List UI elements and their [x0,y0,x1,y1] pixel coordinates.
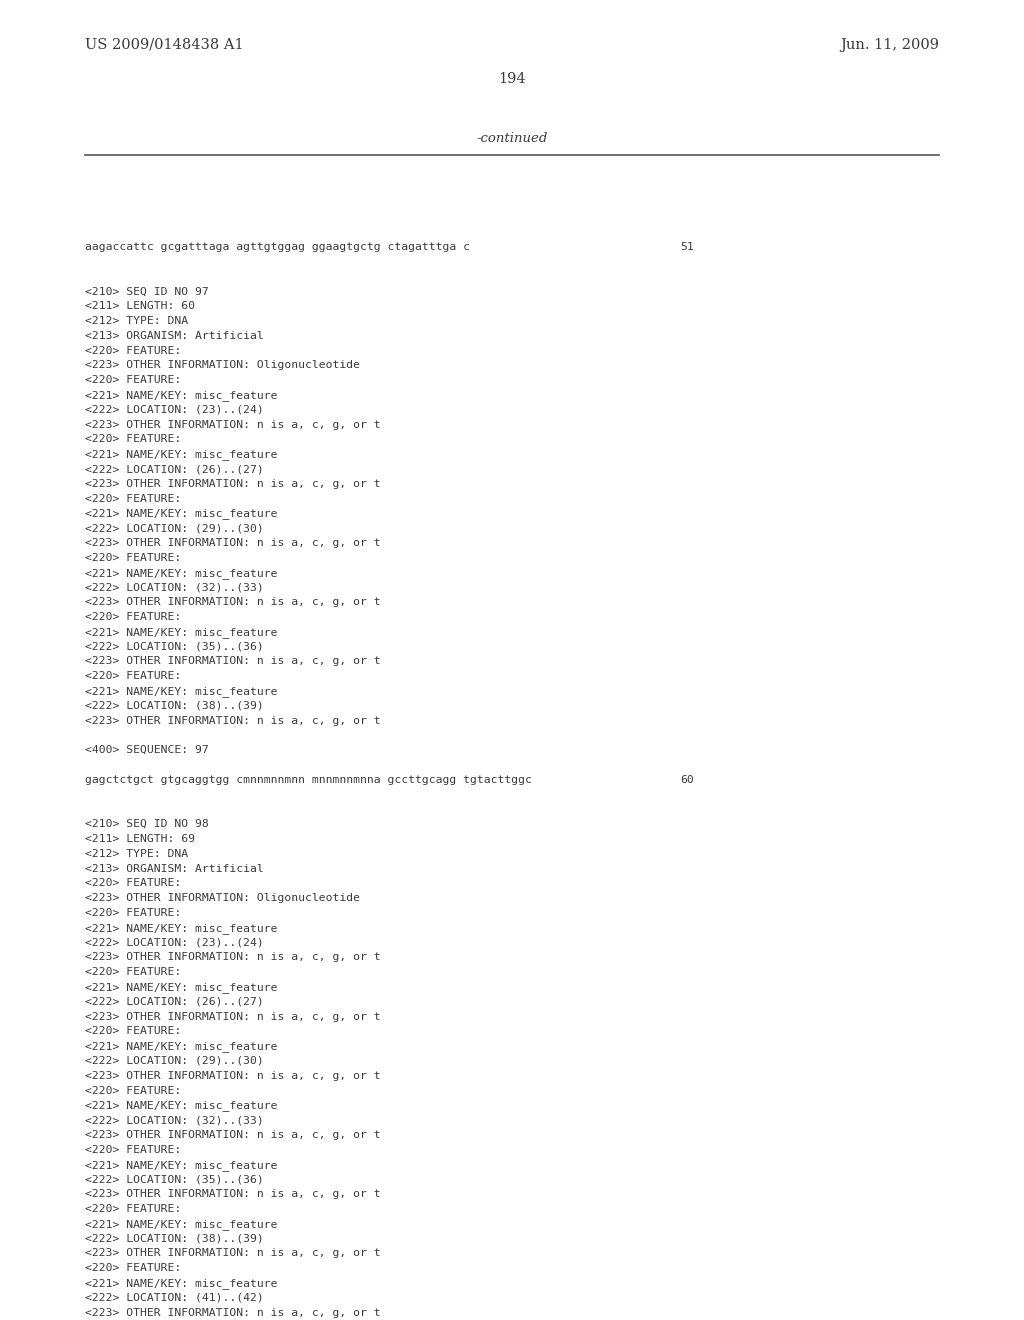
Text: <211> LENGTH: 60: <211> LENGTH: 60 [85,301,195,312]
Text: <223> OTHER INFORMATION: n is a, c, g, or t: <223> OTHER INFORMATION: n is a, c, g, o… [85,479,381,488]
Text: 51: 51 [680,242,693,252]
Text: <222> LOCATION: (29)..(30): <222> LOCATION: (29)..(30) [85,1056,264,1067]
Text: US 2009/0148438 A1: US 2009/0148438 A1 [85,38,244,51]
Text: <222> LOCATION: (35)..(36): <222> LOCATION: (35)..(36) [85,1175,264,1184]
Text: <223> OTHER INFORMATION: n is a, c, g, or t: <223> OTHER INFORMATION: n is a, c, g, o… [85,953,381,962]
Text: <222> LOCATION: (38)..(39): <222> LOCATION: (38)..(39) [85,701,264,710]
Text: <220> FEATURE:: <220> FEATURE: [85,1263,181,1274]
Text: 194: 194 [499,73,525,86]
Text: <221> NAME/KEY: misc_feature: <221> NAME/KEY: misc_feature [85,1218,278,1230]
Text: <220> FEATURE:: <220> FEATURE: [85,671,181,681]
Text: <221> NAME/KEY: misc_feature: <221> NAME/KEY: misc_feature [85,1278,278,1288]
Text: <213> ORGANISM: Artificial: <213> ORGANISM: Artificial [85,863,264,874]
Text: <220> FEATURE:: <220> FEATURE: [85,346,181,355]
Text: <223> OTHER INFORMATION: n is a, c, g, or t: <223> OTHER INFORMATION: n is a, c, g, o… [85,715,381,726]
Text: <223> OTHER INFORMATION: Oligonucleotide: <223> OTHER INFORMATION: Oligonucleotide [85,360,360,371]
Text: <222> LOCATION: (32)..(33): <222> LOCATION: (32)..(33) [85,582,264,593]
Text: <221> NAME/KEY: misc_feature: <221> NAME/KEY: misc_feature [85,1101,278,1111]
Text: Jun. 11, 2009: Jun. 11, 2009 [840,38,939,51]
Text: <220> FEATURE:: <220> FEATURE: [85,878,181,888]
Text: <223> OTHER INFORMATION: n is a, c, g, or t: <223> OTHER INFORMATION: n is a, c, g, o… [85,656,381,667]
Text: <220> FEATURE:: <220> FEATURE: [85,968,181,977]
Text: <221> NAME/KEY: misc_feature: <221> NAME/KEY: misc_feature [85,568,278,578]
Text: <222> LOCATION: (35)..(36): <222> LOCATION: (35)..(36) [85,642,264,652]
Text: <212> TYPE: DNA: <212> TYPE: DNA [85,315,188,326]
Text: <223> OTHER INFORMATION: n is a, c, g, or t: <223> OTHER INFORMATION: n is a, c, g, o… [85,1011,381,1022]
Text: <221> NAME/KEY: misc_feature: <221> NAME/KEY: misc_feature [85,449,278,461]
Text: <222> LOCATION: (26)..(27): <222> LOCATION: (26)..(27) [85,465,264,474]
Text: <221> NAME/KEY: misc_feature: <221> NAME/KEY: misc_feature [85,923,278,933]
Text: <221> NAME/KEY: misc_feature: <221> NAME/KEY: misc_feature [85,627,278,638]
Text: gagctctgct gtgcaggtgg cmnnmnnmnn mnnmnnmnna gccttgcagg tgtacttggc: gagctctgct gtgcaggtgg cmnnmnnmnn mnnmnnm… [85,775,531,785]
Text: <221> NAME/KEY: misc_feature: <221> NAME/KEY: misc_feature [85,686,278,697]
Text: 60: 60 [680,775,693,785]
Text: <220> FEATURE:: <220> FEATURE: [85,1027,181,1036]
Text: <223> OTHER INFORMATION: n is a, c, g, or t: <223> OTHER INFORMATION: n is a, c, g, o… [85,1071,381,1081]
Text: <220> FEATURE:: <220> FEATURE: [85,612,181,622]
Text: <220> FEATURE:: <220> FEATURE: [85,908,181,917]
Text: <220> FEATURE:: <220> FEATURE: [85,1144,181,1155]
Text: <220> FEATURE:: <220> FEATURE: [85,553,181,562]
Text: <223> OTHER INFORMATION: Oligonucleotide: <223> OTHER INFORMATION: Oligonucleotide [85,894,360,903]
Text: <223> OTHER INFORMATION: n is a, c, g, or t: <223> OTHER INFORMATION: n is a, c, g, o… [85,539,381,548]
Text: <213> ORGANISM: Artificial: <213> ORGANISM: Artificial [85,331,264,341]
Text: <210> SEQ ID NO 98: <210> SEQ ID NO 98 [85,820,209,829]
Text: <223> OTHER INFORMATION: n is a, c, g, or t: <223> OTHER INFORMATION: n is a, c, g, o… [85,1130,381,1140]
Text: <221> NAME/KEY: misc_feature: <221> NAME/KEY: misc_feature [85,389,278,401]
Text: <223> OTHER INFORMATION: n is a, c, g, or t: <223> OTHER INFORMATION: n is a, c, g, o… [85,1308,381,1317]
Text: <222> LOCATION: (23)..(24): <222> LOCATION: (23)..(24) [85,405,264,414]
Text: <223> OTHER INFORMATION: n is a, c, g, or t: <223> OTHER INFORMATION: n is a, c, g, o… [85,1189,381,1199]
Text: <210> SEQ ID NO 97: <210> SEQ ID NO 97 [85,286,209,297]
Text: aagaccattc gcgatttaga agttgtggag ggaagtgctg ctagatttga c: aagaccattc gcgatttaga agttgtggag ggaagtg… [85,242,470,252]
Text: <223> OTHER INFORMATION: n is a, c, g, or t: <223> OTHER INFORMATION: n is a, c, g, o… [85,597,381,607]
Text: <222> LOCATION: (26)..(27): <222> LOCATION: (26)..(27) [85,997,264,1007]
Text: <222> LOCATION: (41)..(42): <222> LOCATION: (41)..(42) [85,1292,264,1303]
Text: <220> FEATURE:: <220> FEATURE: [85,1085,181,1096]
Text: <221> NAME/KEY: misc_feature: <221> NAME/KEY: misc_feature [85,508,278,519]
Text: <212> TYPE: DNA: <212> TYPE: DNA [85,849,188,859]
Text: <221> NAME/KEY: misc_feature: <221> NAME/KEY: misc_feature [85,1041,278,1052]
Text: <220> FEATURE:: <220> FEATURE: [85,375,181,385]
Text: <222> LOCATION: (29)..(30): <222> LOCATION: (29)..(30) [85,523,264,533]
Text: <222> LOCATION: (23)..(24): <222> LOCATION: (23)..(24) [85,937,264,948]
Text: <222> LOCATION: (32)..(33): <222> LOCATION: (32)..(33) [85,1115,264,1125]
Text: <222> LOCATION: (38)..(39): <222> LOCATION: (38)..(39) [85,1234,264,1243]
Text: <223> OTHER INFORMATION: n is a, c, g, or t: <223> OTHER INFORMATION: n is a, c, g, o… [85,420,381,429]
Text: <400> SEQUENCE: 97: <400> SEQUENCE: 97 [85,746,209,755]
Text: <221> NAME/KEY: misc_feature: <221> NAME/KEY: misc_feature [85,1159,278,1171]
Text: <211> LENGTH: 69: <211> LENGTH: 69 [85,834,195,843]
Text: <220> FEATURE:: <220> FEATURE: [85,434,181,445]
Text: <220> FEATURE:: <220> FEATURE: [85,1204,181,1214]
Text: <220> FEATURE:: <220> FEATURE: [85,494,181,504]
Text: <223> OTHER INFORMATION: n is a, c, g, or t: <223> OTHER INFORMATION: n is a, c, g, o… [85,1249,381,1258]
Text: -continued: -continued [476,132,548,145]
Text: <221> NAME/KEY: misc_feature: <221> NAME/KEY: misc_feature [85,982,278,993]
